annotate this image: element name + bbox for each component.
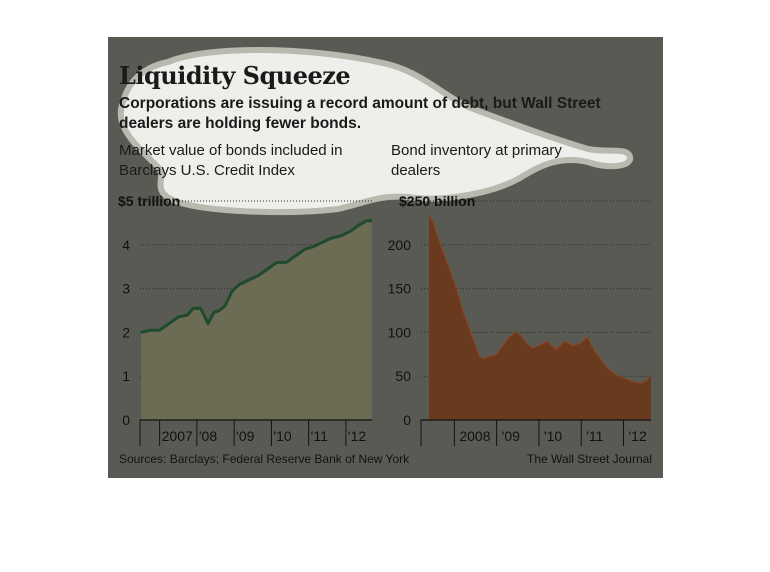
x-tick-label: '11 [311,428,328,444]
right-chart-subtitle: Bond inventory at primary dealers [391,142,562,179]
y-tick-label: 150 [388,281,412,297]
chart-panel: 0 1 2 3 4 $5 trillion 2007 '08 '09 '10 '11 '12 0 50 1… [108,37,663,478]
y-tick-label: 100 [388,324,412,340]
x-tick-label: '12 [629,428,647,444]
x-tick-label: 2008 [459,428,490,444]
chart-bond-market-value: 0 1 2 3 4 $5 trillion 2007 '08 '09 '10 '11 '12 [118,193,372,446]
credit-note: The Wall Street Journal [527,452,652,466]
chart-dek: Corporations are issuing a record amount… [119,95,601,132]
y-tick-label: 200 [388,237,412,253]
y-tick-label: 50 [395,368,411,384]
x-tick-label: '12 [348,428,366,444]
y-tick-label: 1 [122,368,130,384]
y-tick-label: 0 [403,412,411,428]
x-tick-label: 2007 [162,428,193,444]
y-tick-label: 3 [122,281,130,297]
x-tick-label: '10 [273,428,291,444]
source-note: Sources: Barclays; Federal Reserve Bank … [119,452,410,466]
highlight-overlay [117,47,633,216]
series-line [428,213,652,384]
y-tick-label: 4 [122,237,130,253]
area-fill [141,220,372,420]
series-line [140,219,372,334]
area-fill [429,214,651,420]
highlight-blob [117,47,633,216]
y-tick-label: $5 trillion [118,193,180,209]
x-tick-label: '10 [544,428,562,444]
left-chart-subtitle: Market value of bonds included in Barcla… [119,142,343,179]
x-tick-label: '08 [199,428,217,444]
chart-title: Liquidity Squeeze [119,61,351,90]
x-tick-label: '09 [236,428,254,444]
x-tick-label: '09 [502,428,520,444]
y-tick-label: $250 billion [399,193,475,209]
y-tick-label: 0 [122,412,130,428]
chart-dealer-inventory: 0 50 100 150 200 $250 billion 2008 '09 '10 '11 '12 [388,193,652,446]
y-tick-label: 2 [122,324,130,340]
x-tick-label: '11 [586,428,603,444]
charts-svg: 0 1 2 3 4 $5 trillion 2007 '08 '09 '10 '11 '12 0 50 1… [118,193,652,446]
